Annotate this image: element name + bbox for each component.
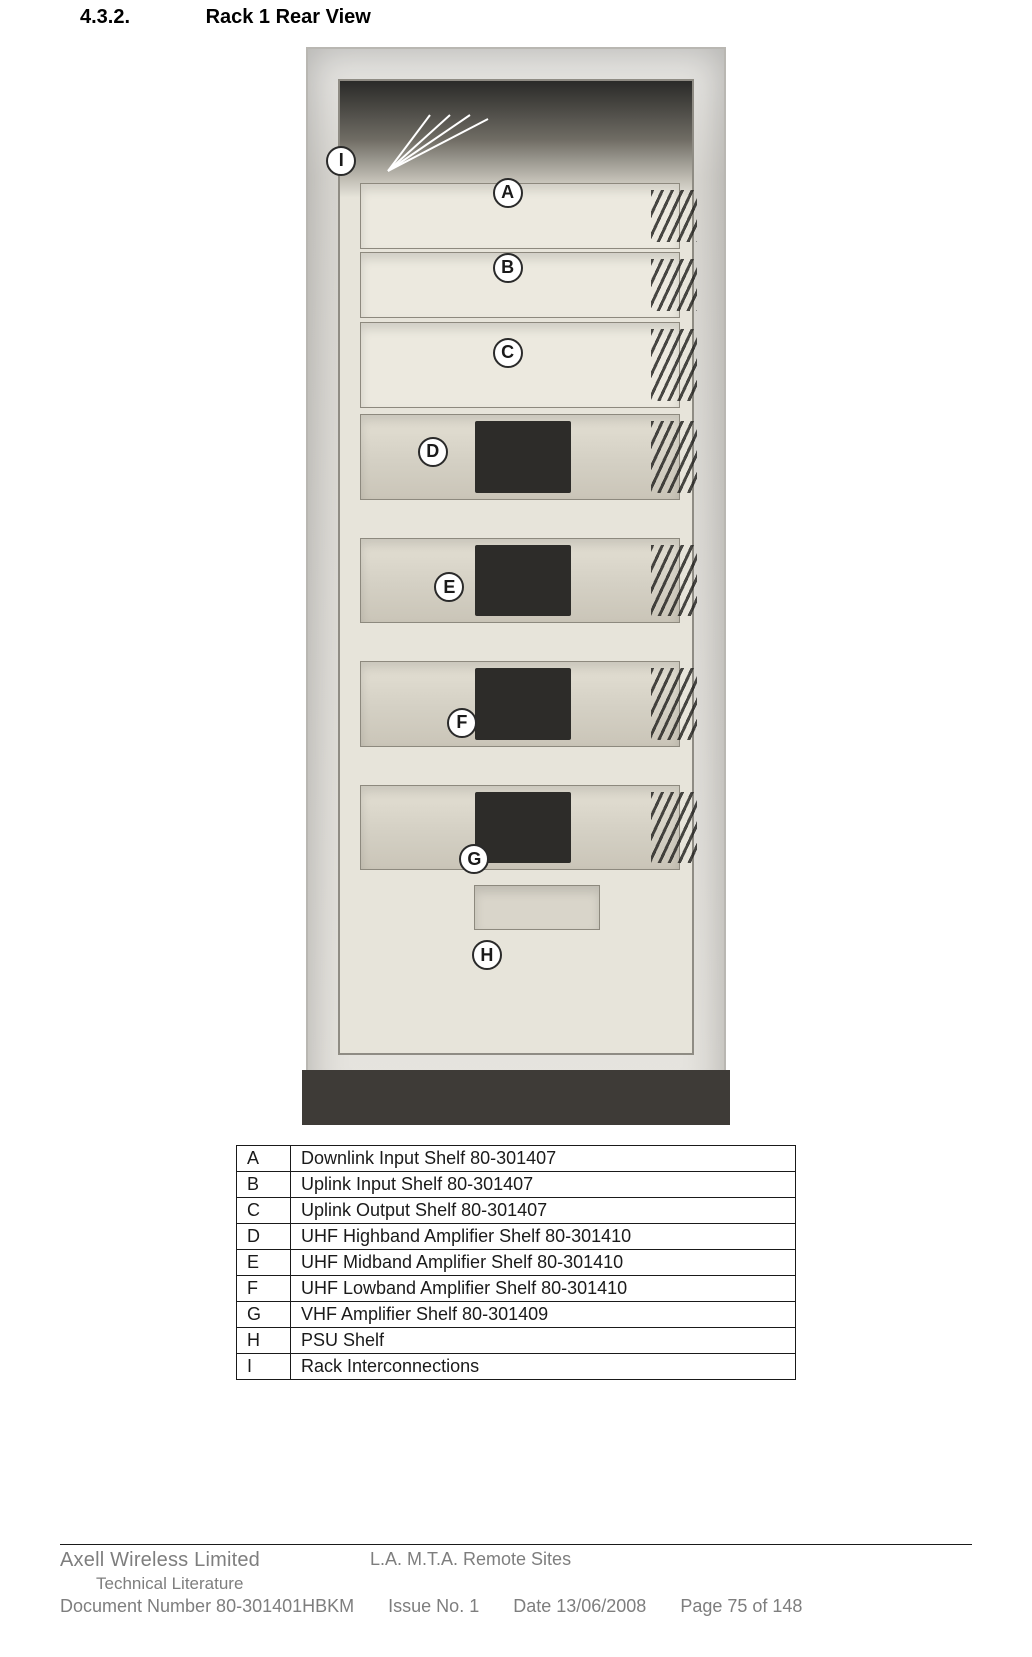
shelf-wiring bbox=[651, 190, 697, 242]
page-footer: Axell Wireless Limited Technical Literat… bbox=[60, 1544, 972, 1617]
footer-subtitle: Technical Literature bbox=[60, 1572, 370, 1594]
footer-row-1: Axell Wireless Limited Technical Literat… bbox=[60, 1549, 972, 1594]
shelf-wiring bbox=[651, 329, 697, 401]
footer-issue: Issue No. 1 bbox=[388, 1596, 479, 1617]
shelf-wiring bbox=[651, 259, 697, 311]
legend-desc: Rack Interconnections bbox=[291, 1354, 796, 1380]
legend-desc: VHF Amplifier Shelf 80-301409 bbox=[291, 1302, 796, 1328]
legend-desc: Uplink Input Shelf 80-301407 bbox=[291, 1172, 796, 1198]
legend-key: A bbox=[237, 1146, 291, 1172]
shelf-wiring bbox=[651, 421, 697, 493]
footer-doc-number: Document Number 80-301401HBKM bbox=[60, 1596, 354, 1617]
legend-desc: Downlink Input Shelf 80-301407 bbox=[291, 1146, 796, 1172]
legend-key: H bbox=[237, 1328, 291, 1354]
rack-interior bbox=[338, 79, 694, 1055]
legend-table: ADownlink Input Shelf 80-301407BUplink I… bbox=[236, 1145, 796, 1380]
footer-date: Date 13/06/2008 bbox=[513, 1596, 646, 1617]
legend-desc: UHF Highband Amplifier Shelf 80-301410 bbox=[291, 1224, 796, 1250]
amp-heatsink bbox=[475, 545, 570, 617]
table-row: GVHF Amplifier Shelf 80-301409 bbox=[237, 1302, 796, 1328]
legend-key: D bbox=[237, 1224, 291, 1250]
legend-key: I bbox=[237, 1354, 291, 1380]
callout-i: I bbox=[326, 146, 356, 176]
amp-heatsink bbox=[475, 421, 570, 493]
section-heading: 4.3.2. Rack 1 Rear View bbox=[80, 0, 952, 29]
legend-key: B bbox=[237, 1172, 291, 1198]
footer-left: Axell Wireless Limited Technical Literat… bbox=[60, 1549, 370, 1594]
legend-desc: PSU Shelf bbox=[291, 1328, 796, 1354]
table-row: FUHF Lowband Amplifier Shelf 80-301410 bbox=[237, 1276, 796, 1302]
table-row: CUplink Output Shelf 80-301407 bbox=[237, 1198, 796, 1224]
legend-desc: UHF Lowband Amplifier Shelf 80-301410 bbox=[291, 1276, 796, 1302]
shelf-g bbox=[360, 785, 680, 871]
shelf-f bbox=[360, 661, 680, 747]
footer-company: Axell Wireless Limited bbox=[60, 1549, 370, 1572]
legend-desc: Uplink Output Shelf 80-301407 bbox=[291, 1198, 796, 1224]
callout-a: A bbox=[493, 178, 523, 208]
shelf-d bbox=[360, 414, 680, 500]
shelf-wiring bbox=[651, 792, 697, 864]
legend-key: E bbox=[237, 1250, 291, 1276]
shelf-c bbox=[360, 322, 680, 408]
section-title: Rack 1 Rear View bbox=[206, 6, 371, 28]
shelf-e bbox=[360, 538, 680, 624]
footer-row-2: Document Number 80-301401HBKM Issue No. … bbox=[60, 1594, 972, 1617]
amp-heatsink bbox=[475, 792, 570, 864]
shelf-h bbox=[474, 885, 601, 930]
legend-key: G bbox=[237, 1302, 291, 1328]
shelf-wiring bbox=[651, 668, 697, 740]
callout-h: H bbox=[472, 940, 502, 970]
table-row: ADownlink Input Shelf 80-301407 bbox=[237, 1146, 796, 1172]
shelf-wiring bbox=[651, 545, 697, 617]
rack-photo: IABCDEFGH bbox=[306, 47, 726, 1117]
callout-leader-lines bbox=[370, 109, 490, 179]
section-number: 4.3.2. bbox=[80, 6, 200, 29]
table-row: EUHF Midband Amplifier Shelf 80-301410 bbox=[237, 1250, 796, 1276]
footer-project: L.A. M.T.A. Remote Sites bbox=[370, 1549, 571, 1594]
amp-heatsink bbox=[475, 668, 570, 740]
table-row: HPSU Shelf bbox=[237, 1328, 796, 1354]
rack-base bbox=[302, 1070, 730, 1125]
callout-f: F bbox=[447, 708, 477, 738]
legend-key: C bbox=[237, 1198, 291, 1224]
callout-b: B bbox=[493, 253, 523, 283]
table-row: DUHF Highband Amplifier Shelf 80-301410 bbox=[237, 1224, 796, 1250]
legend-body: ADownlink Input Shelf 80-301407BUplink I… bbox=[237, 1146, 796, 1380]
callout-d: D bbox=[418, 437, 448, 467]
legend-desc: UHF Midband Amplifier Shelf 80-301410 bbox=[291, 1250, 796, 1276]
footer-page: Page 75 of 148 bbox=[680, 1596, 802, 1617]
table-row: BUplink Input Shelf 80-301407 bbox=[237, 1172, 796, 1198]
callout-c: C bbox=[493, 338, 523, 368]
table-row: IRack Interconnections bbox=[237, 1354, 796, 1380]
figure-area: IABCDEFGH bbox=[80, 47, 952, 1117]
legend-key: F bbox=[237, 1276, 291, 1302]
